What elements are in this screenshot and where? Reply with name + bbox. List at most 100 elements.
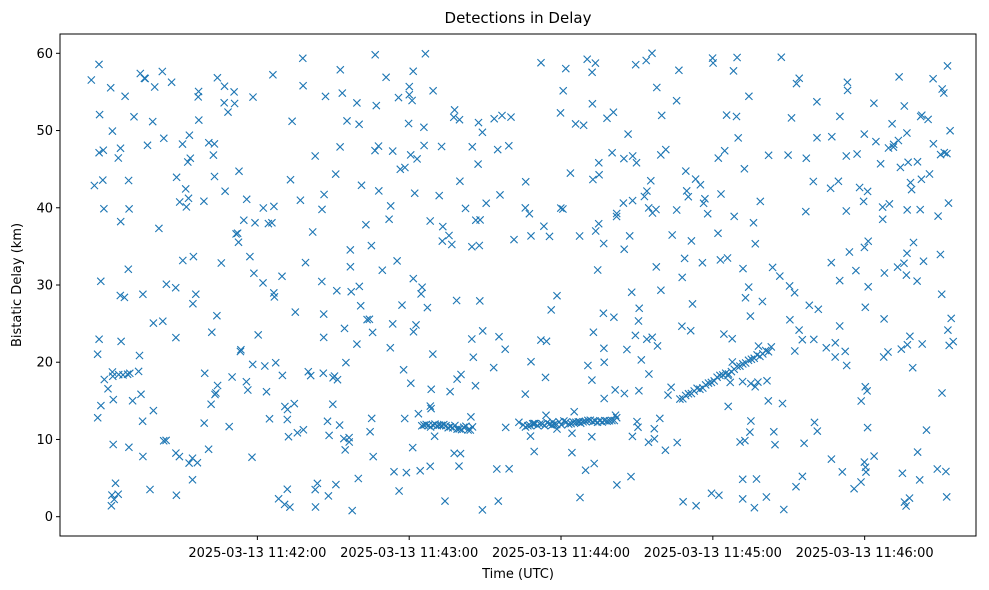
- detection-point: [311, 152, 320, 160]
- detection-point: [635, 304, 644, 313]
- detection-point: [566, 169, 575, 178]
- detection-point: [642, 187, 651, 196]
- detection-point: [942, 149, 951, 158]
- detection-point: [159, 134, 168, 143]
- detection-point: [871, 137, 880, 146]
- detection-point: [400, 163, 409, 172]
- detection-point: [526, 432, 535, 441]
- detection-point: [714, 154, 723, 163]
- detection-point: [859, 197, 868, 206]
- detection-point: [390, 467, 398, 476]
- detection-point: [814, 305, 823, 314]
- detection-point: [861, 303, 870, 312]
- detection-point: [533, 421, 542, 430]
- detection-point: [827, 455, 836, 464]
- detection-point: [445, 231, 453, 240]
- detection-point: [175, 452, 184, 461]
- detection-point: [308, 228, 317, 236]
- detection-point: [210, 172, 219, 181]
- detection-point: [632, 158, 641, 167]
- detection-point: [715, 371, 724, 380]
- detection-point: [598, 418, 607, 426]
- detection-point: [620, 245, 629, 254]
- detection-point: [467, 242, 476, 251]
- detection-point: [117, 337, 126, 346]
- detection-point: [732, 112, 741, 121]
- detection-point: [586, 416, 595, 425]
- detection-point: [668, 231, 677, 239]
- detection-point: [290, 399, 299, 408]
- detection-point: [200, 369, 209, 378]
- detection-point: [409, 67, 418, 76]
- detection-point: [107, 491, 116, 500]
- detection-point: [583, 361, 592, 370]
- detection-point: [893, 263, 902, 272]
- detection-point: [589, 328, 598, 337]
- detection-point: [661, 145, 670, 154]
- detection-point: [599, 239, 608, 248]
- x-tick-label: 2025-03-13 11:45:00: [644, 546, 782, 561]
- detection-point: [567, 448, 576, 457]
- detection-point: [125, 204, 134, 213]
- detection-point: [744, 283, 753, 292]
- detection-point: [235, 167, 243, 176]
- detection-point: [313, 479, 322, 488]
- detection-point: [876, 159, 885, 168]
- detection-point: [591, 59, 600, 68]
- detection-point: [588, 175, 597, 184]
- detection-point: [271, 358, 280, 367]
- detection-point: [274, 494, 283, 503]
- x-tick-label: 2025-03-13 11:46:00: [796, 546, 934, 561]
- detection-point: [943, 61, 952, 70]
- detection-point: [857, 397, 866, 405]
- detection-point: [496, 190, 504, 199]
- detection-point: [559, 417, 568, 425]
- x-axis-title: Time (UTC): [481, 567, 554, 582]
- detection-point: [249, 93, 257, 102]
- detection-point: [220, 98, 229, 107]
- detection-point: [212, 311, 221, 320]
- detection-point: [149, 319, 158, 328]
- detection-point: [450, 105, 459, 114]
- detection-point: [934, 212, 943, 221]
- detection-point: [860, 243, 869, 252]
- detection-point: [897, 345, 906, 354]
- detection-point: [412, 320, 420, 329]
- detection-point: [680, 254, 689, 263]
- detection-point: [264, 219, 273, 228]
- detection-point: [691, 175, 700, 184]
- detection-point: [581, 417, 590, 426]
- detection-point: [570, 407, 579, 416]
- detection-point: [827, 132, 836, 141]
- detection-point: [269, 202, 278, 211]
- detection-point: [406, 379, 415, 388]
- detection-point: [763, 376, 771, 385]
- detection-point: [831, 353, 840, 361]
- detection-point: [860, 130, 869, 139]
- detection-point: [343, 116, 351, 125]
- detection-point: [249, 269, 258, 278]
- detection-point: [288, 117, 297, 126]
- y-tick-label: 30: [36, 279, 53, 294]
- detection-point: [429, 86, 438, 95]
- detection-point: [489, 363, 498, 372]
- detection-point: [367, 414, 376, 423]
- detection-point: [396, 165, 405, 174]
- detection-point: [672, 96, 681, 105]
- detection-point: [93, 413, 102, 422]
- detection-point: [579, 121, 588, 130]
- detection-point: [417, 289, 426, 298]
- detection-point: [652, 262, 661, 271]
- detection-point: [687, 236, 696, 245]
- detection-point: [254, 330, 263, 339]
- detection-point: [762, 493, 771, 501]
- detection-point: [792, 79, 801, 88]
- detection-point: [95, 148, 104, 157]
- detection-point: [175, 198, 184, 206]
- detection-point: [437, 142, 446, 151]
- y-tick-label: 0: [45, 510, 53, 525]
- detection-point: [699, 199, 708, 208]
- detection-point: [181, 184, 190, 193]
- detection-point: [340, 324, 349, 333]
